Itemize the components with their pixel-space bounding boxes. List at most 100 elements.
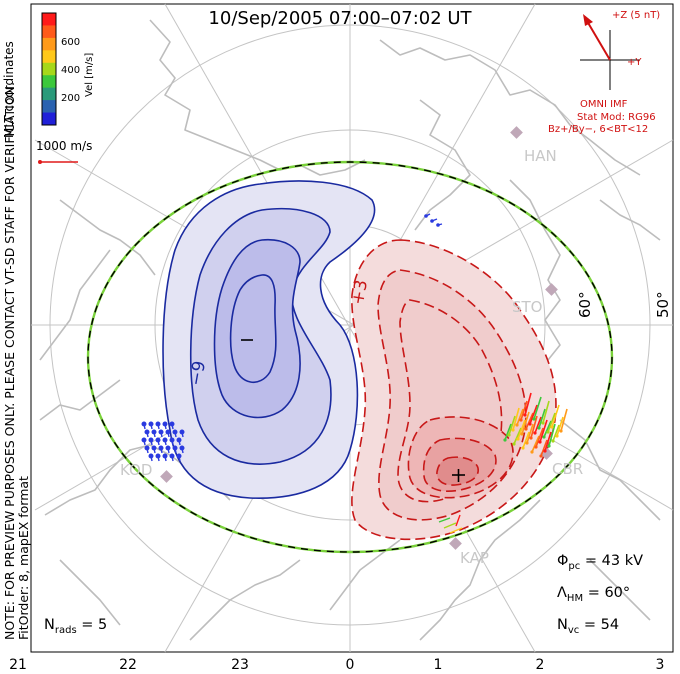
station-label-sto: STO — [512, 298, 543, 316]
velocity-vector — [552, 424, 560, 442]
velocity-vector — [146, 431, 149, 438]
velocity-vectors-small — [424, 213, 463, 534]
velocity-vector — [164, 439, 167, 446]
stat-lambda-hm-value: = 60° — [587, 585, 631, 601]
mlt-tick-23: 23 — [231, 657, 249, 673]
scale-vector-label: 1000 m/s — [36, 139, 93, 153]
stat-lambda-hm-symbol: Λ — [557, 585, 567, 601]
velocity-vector-origin — [533, 431, 537, 435]
negative-contour-label: −9 — [186, 359, 211, 388]
velocity-vector-origin — [532, 417, 536, 421]
station-label-kap: KAP — [460, 549, 489, 567]
stat-n-rads-symbol: N — [44, 617, 55, 633]
imf-source: OMNI IMF — [580, 99, 628, 110]
velocity-vector — [160, 431, 163, 438]
velocity-vector — [543, 420, 552, 438]
stat-n-rads: Nrads = 5 — [44, 617, 107, 636]
velocity-vector — [157, 455, 160, 462]
velocity-vector-origin — [512, 442, 516, 446]
velocity-vector-origin — [543, 449, 547, 453]
velocity-vector — [174, 431, 177, 438]
imf-clock-dial — [580, 14, 640, 90]
imf-model: Stat Mod: RG96 — [577, 112, 656, 123]
velocity-vector-origin — [550, 425, 554, 429]
velocity-vector — [516, 408, 524, 426]
colorbar-tick-200: 200 — [61, 93, 81, 104]
velocity-vector — [153, 447, 156, 454]
velocity-vector — [524, 392, 532, 416]
velocity-vector — [178, 455, 181, 462]
stat-phi-pc-value: = 43 kV — [584, 553, 644, 569]
velocity-vector — [504, 423, 512, 441]
velocity-vector — [143, 423, 146, 430]
velocity-colorbar — [42, 13, 56, 126]
colorbar-segment — [42, 25, 56, 39]
velocity-vector — [531, 435, 540, 453]
velocity-vector-origin — [555, 434, 559, 438]
velocity-vector — [164, 455, 167, 462]
colorbar-segment — [42, 37, 56, 51]
station-label-kod: KOD — [120, 461, 153, 479]
velocity-vector — [171, 455, 174, 462]
velocity-vector-origin — [528, 422, 532, 426]
colorbar-label: Vel [m/s] — [84, 52, 95, 97]
velocity-vector — [535, 427, 544, 448]
imf-model-bin: Bz+/By−, 6<BT<12 — [548, 124, 649, 135]
velocity-vector — [526, 423, 534, 444]
velocity-vector — [171, 439, 174, 446]
velocity-vector — [143, 439, 146, 446]
velocity-vector — [533, 396, 542, 420]
velocity-vector-origin — [551, 439, 555, 443]
colorbar-tick-600: 600 — [61, 37, 81, 48]
velocity-vector — [556, 416, 564, 437]
velocity-vector — [167, 447, 170, 454]
velocity-vector — [540, 439, 548, 457]
velocity-vector — [520, 400, 528, 421]
mlt-tick-2: 2 — [535, 657, 545, 673]
velocity-vector-origin — [559, 429, 563, 433]
velocity-vector — [146, 447, 149, 454]
stat-n-rads-value: = 5 — [81, 617, 108, 633]
positive-contour-label: +3 — [348, 278, 373, 307]
mlt-tick-21: 21 — [9, 657, 27, 673]
latitude-label-50: 50° — [654, 291, 672, 318]
stat-phi-pc-sub: pc — [568, 560, 581, 572]
velocity-vector-origin — [530, 450, 534, 454]
velocity-vector — [153, 431, 156, 438]
velocity-vector — [522, 431, 530, 449]
velocity-vector — [512, 407, 520, 431]
colorbar-segment — [42, 13, 56, 26]
velocity-vector-origin — [523, 413, 527, 417]
velocity-vector — [167, 431, 170, 438]
velocity-vector — [508, 415, 516, 436]
velocity-vector — [178, 439, 181, 446]
mlt-tick-3: 3 — [655, 657, 665, 673]
velocity-vector — [513, 427, 522, 445]
velocity-vector-origin — [537, 426, 541, 430]
stat-n-vc-symbol: N — [557, 617, 568, 633]
latitude-label-60: 60° — [576, 291, 594, 318]
plot-frame — [30, 3, 674, 653]
scale-vector — [38, 160, 78, 164]
colorbar-segment — [42, 50, 56, 64]
velocity-vector — [551, 404, 560, 428]
colorbar-tick-400: 400 — [61, 65, 81, 76]
velocity-vector-origin — [542, 435, 546, 439]
velocity-vector — [164, 423, 167, 430]
stat-n-rads-sub: rads — [54, 624, 77, 636]
fit-order-note: FitOrder: 8, mapEX format — [16, 476, 31, 640]
velocity-vector — [525, 412, 534, 430]
velocity-vector — [174, 447, 177, 454]
stat-n-vc: Nvc = 54 — [557, 617, 619, 636]
colorbar-segment — [42, 62, 56, 76]
station-label-han: HAN — [524, 147, 557, 165]
velocity-vector — [530, 415, 538, 439]
velocity-vector — [157, 423, 160, 430]
velocity-vector-origin — [511, 428, 515, 432]
velocity-vector — [181, 431, 184, 438]
velocity-vector — [534, 416, 542, 434]
velocity-vector-origin — [515, 423, 519, 427]
velocity-vector-origin — [547, 444, 551, 448]
velocity-vector-origin — [503, 438, 507, 442]
velocity-vector-origin — [519, 418, 523, 422]
